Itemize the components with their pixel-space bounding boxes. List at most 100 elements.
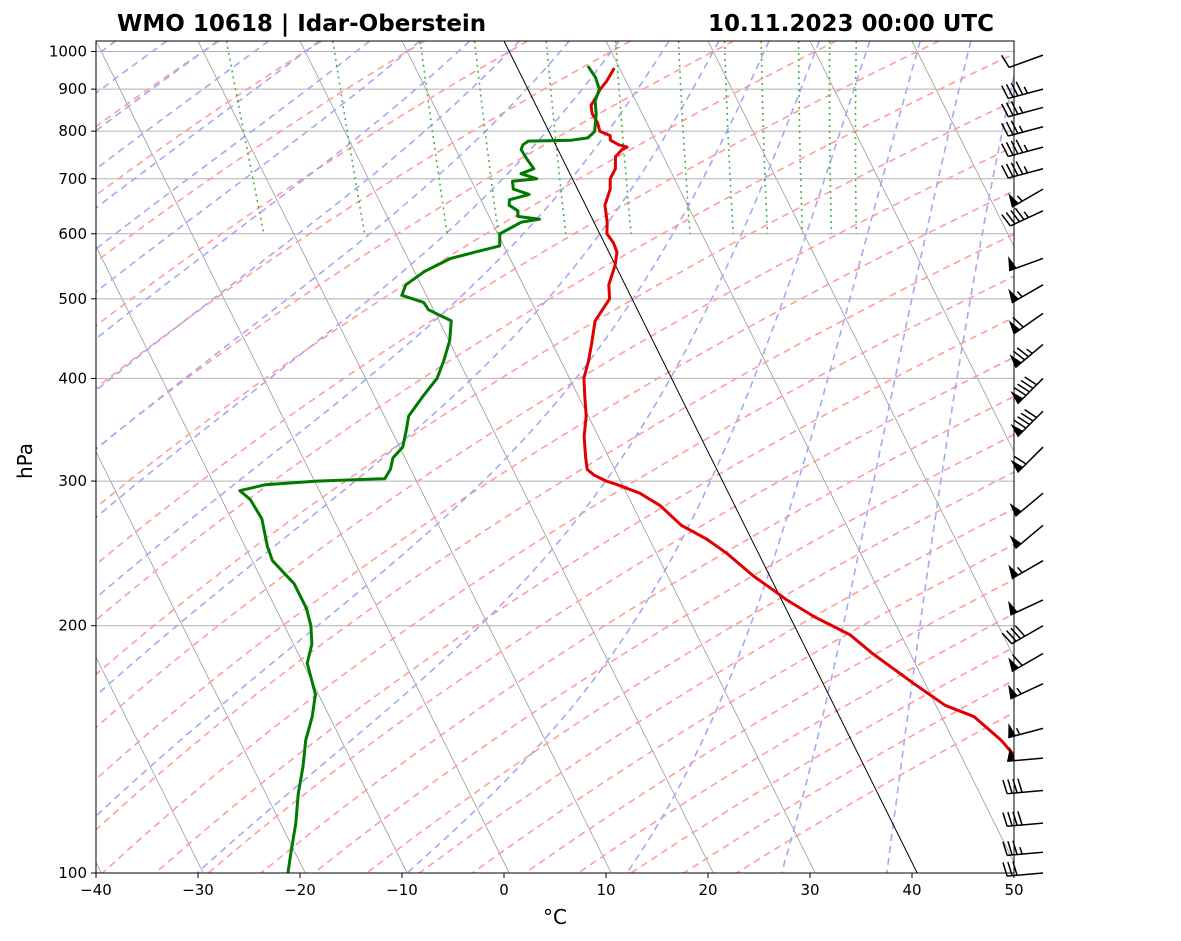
y-axis-label: hPa: [13, 443, 37, 479]
wind-barb-shaft: [1008, 88, 1044, 100]
dry-adiabat: [313, 433, 1014, 873]
wind-barb-shaft: [1008, 125, 1044, 137]
wind-barb-full-tick: [1010, 627, 1022, 640]
wind-barb-full-tick: [1020, 412, 1034, 422]
isotherm-line: [96, 41, 510, 873]
wind-barb-full-tick: [1014, 207, 1025, 221]
wind-barb-full-tick: [1001, 214, 1011, 227]
wind-barb: [1002, 811, 1044, 828]
dry-adiabat: [96, 41, 940, 566]
wind-barb-flag: [1008, 256, 1017, 271]
dry-adiabat: [101, 275, 1014, 873]
y-tick-label: 800: [58, 122, 87, 140]
wind-barb-flag: [1010, 391, 1024, 404]
wind-barb-full-tick: [1015, 81, 1024, 95]
wind-barb: [1001, 207, 1044, 227]
wind-barb-half-tick: [1018, 106, 1024, 114]
wind-barb-half-tick: [1018, 125, 1024, 133]
wind-barb: [1009, 343, 1044, 369]
wind-barb: [1008, 652, 1044, 673]
wind-barbs: [1000, 54, 1044, 877]
y-tick-label: 100: [58, 864, 87, 882]
mixing-ratio-line: [854, 41, 858, 234]
wind-barb-half-tick: [1016, 195, 1023, 202]
dry-adiabat: [471, 543, 1014, 873]
wind-barb-full-tick: [1013, 455, 1027, 465]
wind-barb-full-tick: [1012, 811, 1018, 826]
x-tick-label: 10: [596, 881, 615, 899]
wind-barb: [1001, 101, 1044, 118]
wind-barb-flag: [1008, 657, 1019, 672]
wind-barb-shaft: [1007, 789, 1044, 795]
dry-adiabat: [96, 41, 734, 450]
dry-adiabat: [96, 53, 1014, 622]
wind-barb-flag: [1009, 503, 1022, 517]
y-tick-label: 500: [58, 290, 87, 308]
wind-barb-full-tick: [1017, 778, 1023, 793]
dry-adiabat: [524, 578, 1014, 873]
isotherm-line: [1013, 41, 1014, 42]
wind-barb-full-tick: [1005, 84, 1014, 98]
wind-barb-half-tick: [1023, 211, 1030, 218]
mixing-ratio-lines: [225, 41, 858, 234]
wind-barb-full-tick: [1012, 316, 1024, 328]
wind-barb-full-tick: [1017, 416, 1030, 426]
wind-barb: [1008, 683, 1044, 700]
wind-barb-shaft: [1007, 822, 1044, 828]
wind-barb: [1002, 778, 1044, 795]
wind-barb-full-tick: [1012, 654, 1023, 667]
isotherm-lines: [96, 41, 1014, 873]
isotherm-line: [96, 450, 306, 873]
wind-barb-full-tick: [1010, 82, 1019, 97]
y-tick-label: 200: [58, 617, 87, 635]
profile-series: [238, 65, 1014, 873]
wind-barb-full-tick: [1014, 625, 1026, 637]
wind-barb-full-tick: [1001, 143, 1009, 157]
isotherm-line: [197, 41, 612, 873]
wind-barb-shaft: [1010, 210, 1044, 227]
wind-barb-half-tick: [1023, 86, 1029, 94]
wind-barb-full-tick: [1002, 841, 1008, 856]
wind-barb-full-tick: [1002, 862, 1008, 877]
wind-barb-full-tick: [1013, 386, 1027, 397]
x-tick-label: 20: [698, 881, 717, 899]
mixing-ratio-line: [419, 41, 448, 234]
mixing-ratio-line: [473, 41, 500, 234]
wind-barb-flag: [1008, 288, 1019, 303]
mixing-ratio-line: [723, 41, 734, 234]
moist-adiabat: [96, 41, 720, 697]
dry-adiabat: [96, 41, 528, 327]
dry-adiabat: [96, 41, 323, 197]
moist-adiabat: [196, 41, 821, 873]
wind-barb-full-tick: [1015, 139, 1024, 153]
wind-barb: [1009, 492, 1044, 517]
wind-barb-shaft: [1008, 146, 1044, 158]
moist-adiabat: [96, 41, 521, 392]
moist-adiabat: [96, 41, 670, 599]
wind-barb: [1000, 54, 1044, 69]
moist-adiabat: [96, 41, 219, 132]
wind-barb-flag: [1010, 423, 1024, 437]
wind-barb-half-tick: [1023, 144, 1029, 152]
wind-barb: [1009, 524, 1044, 550]
x-tick-label: 40: [902, 881, 921, 899]
y-tick-label: 1000: [49, 43, 87, 61]
wind-barb: [1001, 139, 1044, 158]
wind-barb: [1008, 284, 1044, 304]
wind-barb-full-tick: [1005, 102, 1014, 116]
wind-barb: [1008, 256, 1044, 272]
dry-adiabat: [683, 679, 1014, 873]
wind-barb-full-tick: [1001, 103, 1009, 118]
wind-barb: [1001, 625, 1044, 645]
moist-adiabat: [96, 41, 770, 818]
isotherm-line: [809, 41, 1014, 453]
wind-barb-full-tick: [1001, 632, 1013, 645]
mixing-ratio-line: [797, 41, 804, 234]
wind-barb-shaft: [1008, 257, 1044, 272]
wind-barb-full-tick: [1017, 383, 1030, 393]
isotherm-line: [911, 41, 1014, 248]
wind-barb-half-tick: [1023, 166, 1029, 174]
wind-barb-shaft: [1014, 524, 1044, 550]
wind-barb-shaft: [1007, 851, 1044, 857]
wind-barb-full-tick: [1017, 811, 1023, 826]
